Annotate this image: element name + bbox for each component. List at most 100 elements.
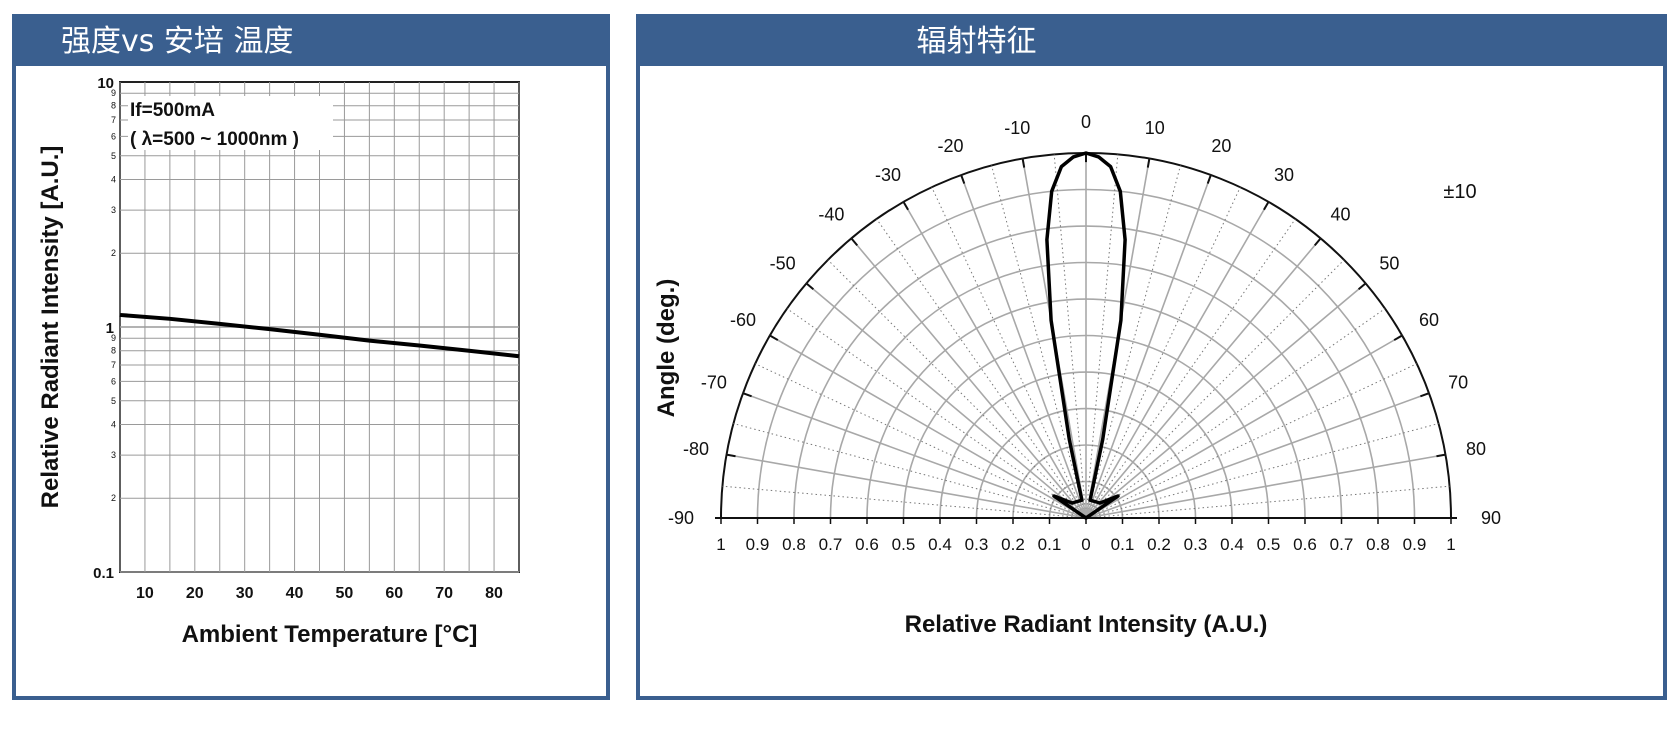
left-panel-header: 强度vs 安培 温度	[16, 18, 606, 66]
radial-tick-label: 0.9	[746, 535, 770, 554]
angle-label: -10	[1004, 118, 1030, 138]
radial-tick-label: 0.1	[1038, 535, 1062, 554]
radial-tick-label: 0.3	[965, 535, 989, 554]
polar-radiation-chart: 1 0.9 0.8 0.7 0.6 0.5 0.4 0.3 0.2 0.1 0 0.1 0.2 0.3 0.…	[653, 112, 1501, 638]
major-spoke	[1085, 334, 1403, 519]
annotation-current: If=500mA	[130, 100, 215, 121]
major-spoke	[1085, 201, 1270, 519]
x-axis-label: Relative Radiant Intensity (A.U.)	[905, 611, 1268, 638]
angle-label: 70	[1448, 373, 1468, 393]
right-panel-header: 辐射特征	[640, 18, 1663, 66]
angle-label: 60	[1419, 310, 1439, 330]
x-axis-label: Ambient Temperature [°C]	[182, 621, 478, 648]
y-minor-tick-label: 8	[111, 101, 116, 111]
angle-tick	[960, 174, 966, 184]
angle-tick	[1313, 237, 1322, 247]
radial-tick-label: 0.8	[782, 535, 806, 554]
y-minor-tick-label: 4	[111, 174, 116, 184]
angle-tick	[1393, 334, 1403, 341]
angle-tick	[902, 201, 909, 211]
radiation-pattern-panel: 辐射特征 1 0.9 0.8 0.7 0.6 0.5 0.4 0.3 0.2 0.1 0 0.1 0.2…	[636, 14, 1667, 700]
angle-tick	[805, 282, 815, 291]
major-spoke	[769, 334, 1087, 519]
radial-tick-label: 1	[716, 535, 725, 554]
angle-label: 40	[1331, 205, 1351, 225]
x-tick-label: 40	[286, 585, 304, 602]
radial-tick-label: 0.9	[1403, 535, 1427, 554]
angle-label: -80	[683, 439, 709, 459]
angle-label: 30	[1274, 165, 1294, 185]
x-tick-label: 80	[485, 585, 503, 602]
angle-tick	[1357, 282, 1367, 291]
y-minor-tick-label: 7	[111, 360, 116, 370]
radial-tick-label: 0.7	[1330, 535, 1354, 554]
y-tick-label: 1	[106, 320, 114, 337]
y-minor-tick-label: 6	[111, 376, 116, 386]
y-minor-tick-label: 9	[111, 88, 116, 98]
major-spoke	[805, 282, 1087, 519]
radial-tick-label: 0.4	[1220, 535, 1244, 554]
x-tick-label: 20	[186, 585, 204, 602]
major-spoke	[1085, 237, 1322, 519]
x-tick-label: 70	[435, 585, 453, 602]
y-minor-tick-label: 9	[111, 333, 116, 343]
y-minor-tick-label: 5	[111, 396, 116, 406]
angle-label: 10	[1145, 118, 1165, 138]
radial-tick-label: 0	[1081, 535, 1090, 554]
major-spoke	[850, 237, 1087, 519]
angle-tick	[1420, 392, 1430, 398]
angle-label: -40	[818, 205, 844, 225]
angle-label: 90	[1481, 508, 1501, 528]
angle-label: -20	[938, 136, 964, 156]
y-axis-label: Relative Radiant Intensity [A.U.]	[37, 146, 64, 509]
radial-tick-label: 0.6	[1293, 535, 1317, 554]
radial-tick-label: 0.5	[1257, 535, 1281, 554]
intensity-vs-temperature-panel: 强度vs 安培 温度 10 20 30 40 50 60 70 80 0.1 1 10 2 3 4 5 6 7 8…	[12, 14, 610, 700]
radial-tick-label: 0.7	[819, 535, 843, 554]
radial-tick-label: 0.6	[855, 535, 879, 554]
y-minor-tick-label: 2	[111, 493, 116, 503]
angle-tick	[1263, 201, 1270, 211]
angle-tick	[1206, 174, 1212, 184]
angle-label: -70	[701, 373, 727, 393]
radial-tick-label: 0.2	[1147, 535, 1171, 554]
angle-tick	[1021, 158, 1026, 168]
x-tick-label: 10	[136, 585, 154, 602]
radial-tick-label: 1	[1446, 535, 1455, 554]
angle-label: 20	[1211, 136, 1231, 156]
major-spoke	[1085, 392, 1430, 519]
radial-tick-label: 0.5	[892, 535, 916, 554]
beam-angle-annotation: ±10	[1443, 181, 1476, 203]
y-tick-label: 0.1	[93, 565, 114, 582]
x-tick-label: 30	[236, 585, 254, 602]
y-minor-tick-label: 6	[111, 131, 116, 141]
angle-label: -30	[875, 165, 901, 185]
angle-tick	[726, 453, 736, 458]
y-minor-tick-label: 8	[111, 346, 116, 356]
angle-tick	[769, 334, 779, 341]
y-minor-tick-label: 2	[111, 248, 116, 258]
major-spoke	[1085, 453, 1446, 519]
major-spoke	[902, 201, 1087, 519]
major-spoke	[960, 174, 1087, 519]
radial-tick-label: 0.3	[1184, 535, 1208, 554]
y-minor-tick-label: 5	[111, 151, 116, 161]
radial-tick-label: 0.8	[1366, 535, 1390, 554]
major-spoke	[1085, 174, 1212, 519]
radial-tick-label: 0.1	[1111, 535, 1135, 554]
y-minor-tick-label: 3	[111, 450, 116, 460]
y-tick-label: 10	[97, 75, 114, 92]
annotation-wavelength: ( λ=500 ~ 1000nm )	[130, 129, 299, 150]
y-minor-tick-label: 3	[111, 205, 116, 215]
angle-label: 50	[1379, 253, 1399, 273]
annotation-box	[128, 96, 333, 150]
intensity-line	[119, 312, 520, 359]
major-spoke	[726, 453, 1087, 519]
y-minor-tick-label: 7	[111, 115, 116, 125]
angle-tick	[1146, 158, 1151, 168]
angle-tick	[1436, 453, 1446, 458]
radial-tick-label: 0.2	[1001, 535, 1025, 554]
x-tick-label: 60	[385, 585, 403, 602]
x-tick-label: 50	[336, 585, 354, 602]
angle-label: -50	[770, 253, 796, 273]
